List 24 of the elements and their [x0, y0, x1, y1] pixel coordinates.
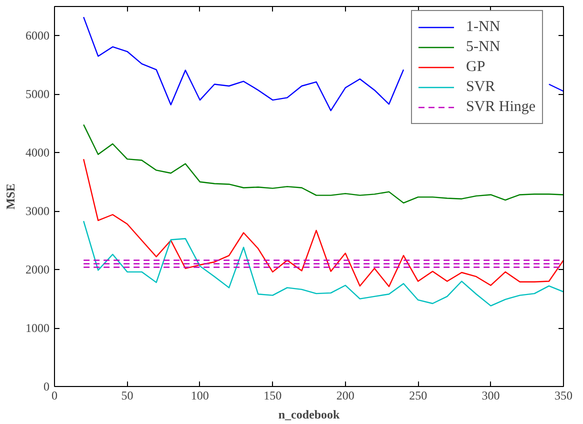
legend-label: SVR — [466, 78, 496, 96]
y-tick-label: 1000 — [26, 321, 50, 336]
legend-label: SVR Hinge — [466, 98, 536, 116]
y-axis-title: MSE — [4, 183, 18, 210]
x-tick-label: 350 — [554, 388, 572, 402]
x-tick-label: 300 — [482, 388, 500, 402]
line-series — [82, 124, 564, 204]
x-tick-label: 50 — [121, 388, 134, 402]
y-tick-label: 4000 — [26, 146, 50, 160]
x-tick-label: 250 — [409, 388, 428, 402]
legend-label: 5-NN — [466, 38, 500, 56]
y-tick-label: 0 — [44, 380, 50, 394]
x-tick-label: 200 — [336, 388, 354, 402]
y-tick-label: 3000 — [26, 204, 50, 218]
y-tick-label: 5000 — [26, 87, 50, 102]
legend-label: GP — [466, 58, 486, 76]
line-series — [82, 158, 564, 288]
x-axis-title: n_codebook — [278, 408, 340, 422]
x-tick-label: 100 — [190, 388, 209, 402]
x-tick-label: 150 — [264, 388, 282, 402]
legend-label: 1-NN — [466, 18, 500, 36]
line-series — [82, 220, 564, 306]
y-tick-label: 6000 — [26, 28, 50, 43]
y-tick-label: 2000 — [26, 262, 50, 277]
